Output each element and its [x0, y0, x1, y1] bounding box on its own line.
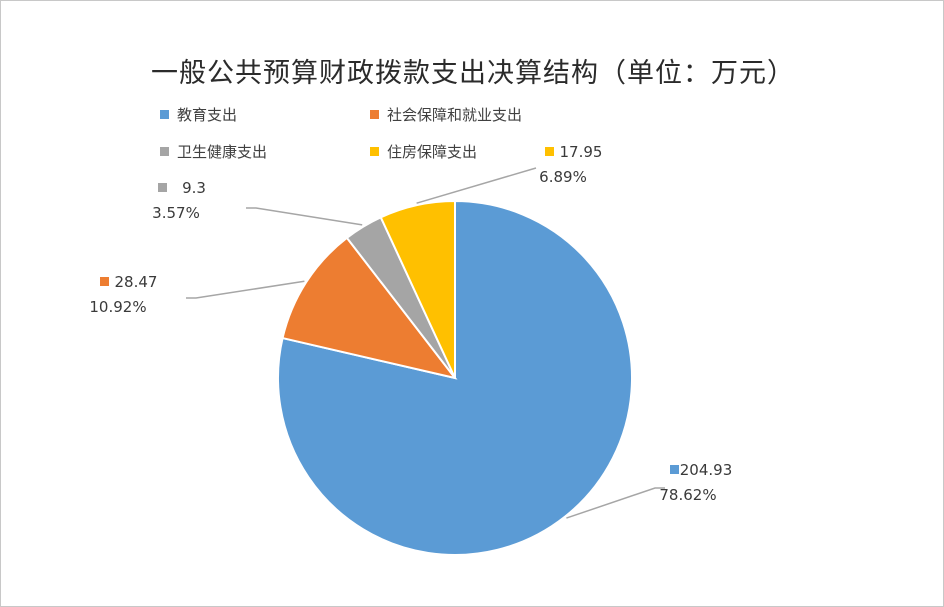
pie-slices: [277, 199, 633, 556]
label-marker-3: [545, 147, 554, 156]
legend-swatch-3: [370, 147, 379, 156]
value-label-0: 204.93: [680, 461, 733, 479]
legend-label-3: 住房保障支出: [387, 143, 477, 161]
leader-line-1: [186, 280, 305, 299]
legend-label-2: 卫生健康支出: [177, 143, 267, 161]
label-marker-0: [670, 465, 679, 474]
percent-label-0: 78.62%: [659, 486, 716, 504]
pie-slice-1: [281, 236, 458, 380]
legend-swatch-2: [160, 147, 169, 156]
leader-line-3: [416, 167, 537, 204]
legend-label-0: 教育支出: [177, 106, 237, 124]
percent-label-3: 6.89%: [539, 168, 587, 186]
value-label-2: 9.3: [182, 179, 206, 197]
percent-label-1: 10.92%: [89, 298, 146, 316]
chart-title: 一般公共预算财政拨款支出决算结构（单位：万元）: [151, 58, 795, 89]
leader-line-0: [566, 487, 665, 519]
legend-swatch-1: [370, 110, 379, 119]
value-label-1: 28.47: [115, 273, 158, 291]
label-marker-2: [158, 183, 167, 192]
pie-slice-3: [379, 199, 456, 379]
legend-swatch-0: [160, 110, 169, 119]
value-label-3: 17.95: [560, 143, 603, 161]
data-labels: 204.93 78.62% 28.47 10.92% 9.3 3.57% 17.95 6.89…: [89, 143, 732, 504]
label-marker-1: [100, 277, 109, 286]
leader-lines: [186, 167, 665, 519]
leader-line-2: [246, 207, 363, 226]
legend-label-1: 社会保障和就业支出: [387, 106, 522, 124]
percent-label-2: 3.57%: [152, 204, 200, 222]
